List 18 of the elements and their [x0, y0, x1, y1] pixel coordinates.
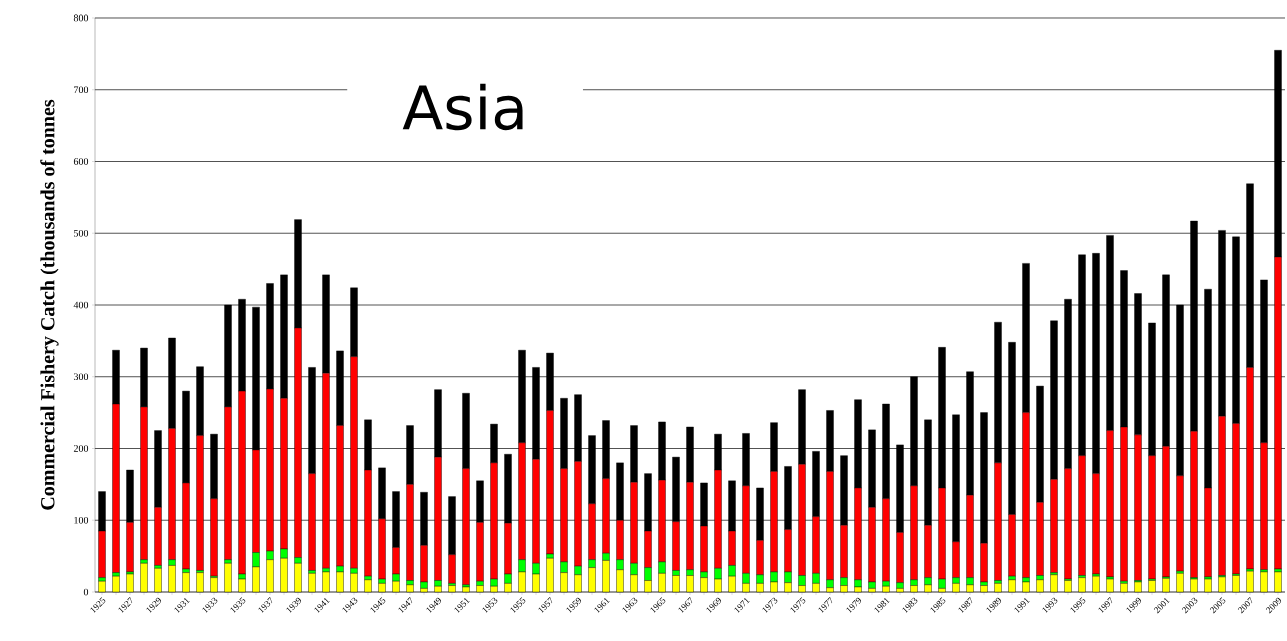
x-tick-label: 1961 [594, 597, 610, 614]
text: Asia [402, 83, 523, 131]
y-tick-label: 500 [74, 229, 89, 237]
y-tick-label: 800 [73, 14, 89, 22]
y-tick-label: 200 [73, 445, 89, 452]
y-tick-label: 100 [74, 516, 89, 524]
y-tick-label: 700 [74, 86, 89, 94]
y-tick-label: 400 [73, 301, 89, 309]
y-tick-label: 600 [73, 158, 89, 165]
y-tick-label: 0 [83, 588, 89, 596]
x-tick-label: 1931 [174, 597, 190, 614]
x-tick-label: 1991 [1014, 597, 1030, 614]
x-tick-label: 1941 [314, 597, 330, 614]
y-tick-label: 300 [73, 373, 89, 381]
x-tick-label: 1951 [454, 597, 470, 614]
x-tick-label: 1971 [734, 597, 750, 614]
x-tick-label: 1981 [874, 597, 890, 614]
y-axis-title: Commercial Fishery Catch (thousands of tonnes [40, 99, 59, 510]
